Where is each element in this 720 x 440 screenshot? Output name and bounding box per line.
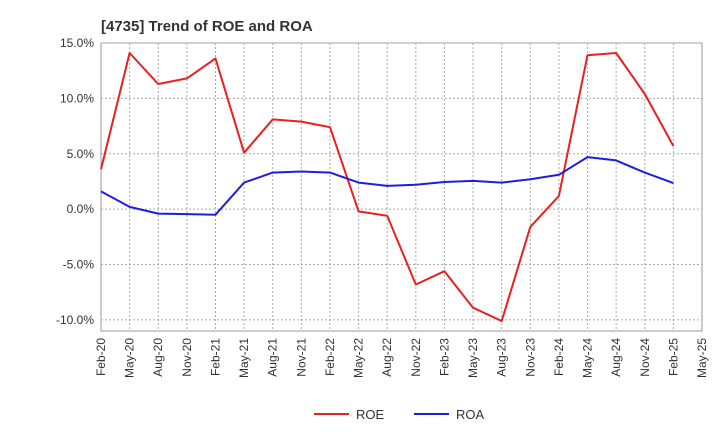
x-tick-label: May-23 xyxy=(466,338,480,378)
series-lines xyxy=(100,52,675,322)
x-tick-label: Nov-22 xyxy=(409,338,423,377)
x-tick-label: Aug-20 xyxy=(151,338,165,377)
x-axis-ticks: Feb-20 May-20 Aug-20 Nov-20 Feb-21 May-21 Aug-… xyxy=(94,338,709,378)
x-tick-label: Nov-24 xyxy=(638,338,652,377)
plot-area xyxy=(100,42,703,332)
y-tick-label: -5.0% xyxy=(63,258,95,272)
x-tick-label: Aug-23 xyxy=(495,338,509,377)
chart-title: [4735] Trend of ROE and ROA xyxy=(101,18,313,35)
x-tick-label: May-22 xyxy=(352,338,366,378)
x-tick-label: Aug-22 xyxy=(380,338,394,377)
x-tick-label: Feb-24 xyxy=(552,338,566,376)
legend-label-roe: ROE xyxy=(356,407,385,422)
y-tick-label: 15.0% xyxy=(60,36,94,50)
x-tick-label: May-21 xyxy=(237,338,251,378)
x-tick-label: Nov-21 xyxy=(294,338,308,377)
x-tick-label: Feb-21 xyxy=(208,338,222,376)
legend-label-roa: ROA xyxy=(456,407,485,422)
x-tick-label: Feb-20 xyxy=(94,338,108,376)
x-tick-label: Nov-20 xyxy=(180,338,194,377)
x-tick-label: Aug-24 xyxy=(609,338,623,377)
y-tick-label: -10.0% xyxy=(56,313,94,327)
x-tick-label: Feb-23 xyxy=(437,338,451,376)
y-axis-ticks: 15.0% 10.0% 5.0% 0.0% -5.0% -10.0% xyxy=(56,36,94,327)
x-tick-label: May-24 xyxy=(581,338,595,378)
y-tick-label: 5.0% xyxy=(67,147,95,161)
grid xyxy=(101,42,702,331)
x-tick-label: May-20 xyxy=(123,338,137,378)
x-tick-label: Feb-25 xyxy=(666,338,680,376)
y-tick-label: 10.0% xyxy=(60,91,94,105)
y-tick-label: 0.0% xyxy=(67,202,95,216)
legend: ROE ROA xyxy=(314,407,485,422)
x-tick-label: Nov-23 xyxy=(523,338,537,377)
x-tick-label: Feb-22 xyxy=(323,338,337,376)
x-tick-label: May-25 xyxy=(695,338,709,378)
x-tick-label: Aug-21 xyxy=(266,338,280,377)
